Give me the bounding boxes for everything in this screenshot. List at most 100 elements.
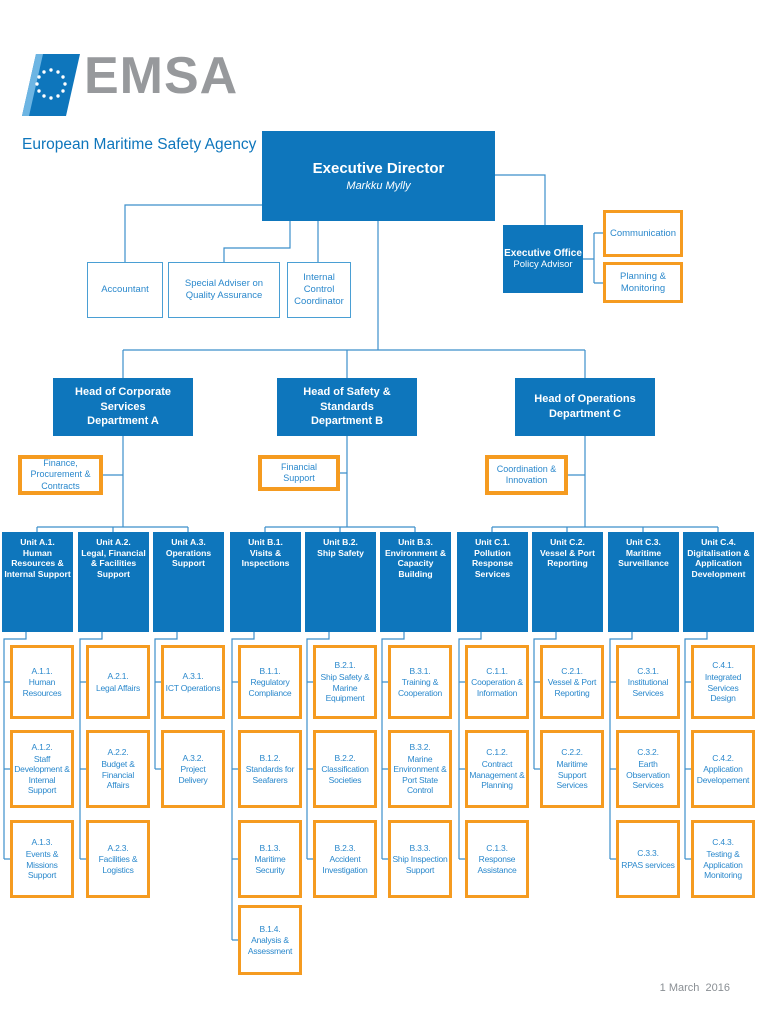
unit-a1-code: Unit A.1. [20,537,55,547]
subunit-a12-name: Staff Development & Internal Support [14,753,70,796]
subunit-b32-name: Marine Environment & Port State Control [393,753,447,796]
subunit-a31-code: A.3.1. [182,670,204,681]
subunit-c22-name: Maritime Support Services [556,758,588,791]
executive-director-title: Executive Director [312,160,445,177]
subunit-a32-name: Project Delivery [178,764,208,785]
subunit-b14-box: B.1.4. Analysis & Assessment [238,905,302,975]
subunit-b11-box: B.1.1. Regulatory Compliance [238,645,302,719]
dept-c-title: Head of Operations [534,393,636,406]
subunit-c41-code: C.4.1. [712,660,734,671]
subunit-b31-code: B.3.1. [409,665,431,676]
subunit-c11-code: C.1.1. [486,665,508,676]
unit-b2-box: Unit B.2. Ship Safety [305,532,376,632]
financial-support-label: Financial Support [280,461,318,483]
internal-control-label: Internal Control Coordinator [294,272,344,307]
subunit-b21-code: B.2.1. [334,660,356,671]
subunit-b22-box: B.2.2. Classification Societies [313,730,377,808]
subunit-a12-code: A.1.2. [31,741,53,752]
unit-a1-box: Unit A.1. Human Resources & Internal Sup… [2,532,73,632]
subunit-b23-name: Accident Investigation [322,854,368,875]
subunit-c31-code: C.3.1. [637,665,659,676]
dept-b-title: Head of Safety & Standards [303,385,391,413]
subunit-b31-name: Training & Cooperation [397,677,443,698]
coordination-innovation-box: Coordination & Innovation [485,455,568,495]
unit-a1-name: Human Resources & Internal Support [4,547,71,580]
subunit-b32-code: B.3.2. [409,741,431,752]
unit-c1-box: Unit C.1. Pollution Response Services [457,532,528,632]
subunit-a13-code: A.1.3. [31,837,53,848]
dept-b-subtitle: Department B [310,415,384,428]
unit-b3-box: Unit B.3. Environment & Capacity Buildin… [380,532,451,632]
subunit-c13-box: C.1.3. Response Assistance [465,820,529,898]
subunit-a21-box: A.2.1. Legal Affairs [86,645,150,719]
subunit-c42-name: Application Developement [696,764,750,785]
unit-b3-code: Unit B.3. [398,537,433,547]
subunit-c43-box: C.4.3. Testing & Application Monitoring [691,820,755,898]
subunit-c43-code: C.4.3. [712,837,734,848]
unit-c2-box: Unit C.2. Vessel & Port Reporting [532,532,603,632]
dept-a-head-box: Head of Corporate Services Department A [53,378,193,436]
subunit-c32-code: C.3.2. [637,747,659,758]
subunit-c31-box: C.3.1. Institutional Services [616,645,680,719]
subunit-b13-name: Maritime Security [254,854,286,875]
subunit-c21-name: Vessel & Port Reporting [547,677,597,698]
unit-b1-box: Unit B.1. Visits & Inspections [230,532,301,632]
unit-a3-box: Unit A.3. Operations Support [153,532,224,632]
unit-b1-code: Unit B.1. [248,537,283,547]
subunit-b32-box: B.3.2. Marine Environment & Port State C… [388,730,452,808]
subunit-b33-name: Ship Inspection Support [392,854,448,875]
subunit-a22-code: A.2.2. [107,747,129,758]
logo-tagline: European Maritime Safety Agency [22,136,257,153]
subunit-a13-box: A.1.3. Events & Missions Support [10,820,74,898]
subunit-a23-name: Facilities & Logistics [98,854,138,875]
subunit-b31-box: B.3.1. Training & Cooperation [388,645,452,719]
unit-c1-name: Pollution Response Services [471,547,514,580]
subunit-a23-box: A.2.3. Facilities & Logistics [86,820,150,898]
unit-a3-name: Operations Support [165,547,212,569]
subunit-c21-code: C.2.1. [561,665,583,676]
accountant-box: Accountant [87,262,163,318]
subunit-c42-code: C.4.2. [712,752,734,763]
planning-monitoring-label: Planning & Monitoring [620,270,666,294]
subunit-b33-code: B.3.3. [409,842,431,853]
logo-acronym: EMSA [84,47,239,105]
unit-b3-name: Environment & Capacity Building [384,547,447,580]
subunit-a22-name: Budget & Financial Affairs [101,758,135,791]
subunit-b33-box: B.3.3. Ship Inspection Support [388,820,452,898]
subunit-a23-code: A.2.3. [107,842,129,853]
unit-c4-code: Unit C.4. [701,537,736,547]
coordination-innovation-label: Coordination & Innovation [496,463,557,485]
subunit-b23-code: B.2.3. [334,842,356,853]
dept-a-title: Head of Corporate Services [75,385,171,413]
subunit-a32-box: A.3.2. Project Delivery [161,730,225,808]
subunit-a32-code: A.3.2. [182,752,204,763]
subunit-a22-box: A.2.2. Budget & Financial Affairs [86,730,150,808]
subunit-c12-name: Contract Management & Planning [469,758,525,791]
executive-director-name: Markku Mylly [346,180,411,192]
subunit-c42-box: C.4.2. Application Developement [691,730,755,808]
subunit-c41-box: C.4.1. Integrated Services Design [691,645,755,719]
unit-c2-code: Unit C.2. [550,537,585,547]
subunit-c13-code: C.1.3. [486,842,508,853]
executive-office-title: Executive Office [504,248,582,259]
subunit-b21-name: Ship Safety & Marine Equipment [320,671,370,704]
subunit-b11-name: Regulatory Compliance [248,677,292,698]
subunit-b21-box: B.2.1. Ship Safety & Marine Equipment [313,645,377,719]
subunit-c22-box: C.2.2. Maritime Support Services [540,730,604,808]
subunit-a13-name: Events & Missions Support [25,848,59,881]
dept-c-subtitle: Department C [548,408,622,420]
financial-support-box: Financial Support [258,455,340,491]
unit-c3-name: Maritime Surveillance [618,547,669,569]
subunit-a11-box: A.1.1. Human Resources [10,645,74,719]
subunit-a11-name: Human Resources [22,677,62,698]
unit-c3-box: Unit C.3. Maritime Surveillance [608,532,679,632]
chart-date: 1 March 2016 [659,982,730,994]
subunit-c22-code: C.2.2. [561,747,583,758]
dept-b-head-box: Head of Safety & Standards Department B [277,378,417,436]
subunit-c33-code: C.3.3. [637,847,659,858]
executive-office-subtitle: Policy Advisor [513,259,573,270]
finance-procurement-box: Finance, Procurement & Contracts [18,455,103,495]
unit-c2-name: Vessel & Port Reporting [540,547,595,569]
